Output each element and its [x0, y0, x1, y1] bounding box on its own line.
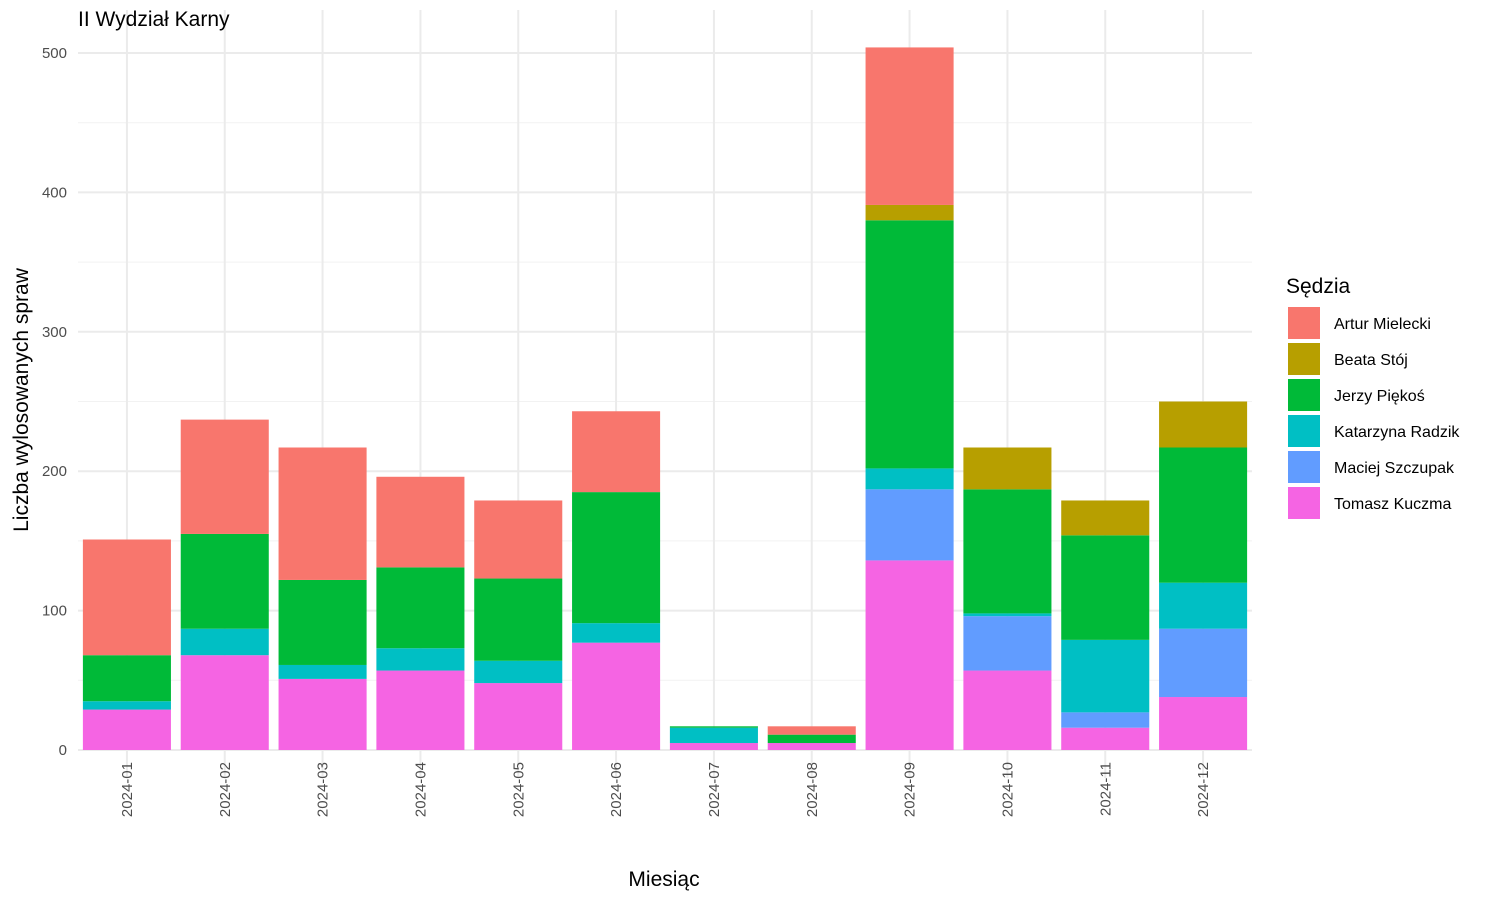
bar-segment	[278, 579, 367, 665]
bar-segment	[865, 220, 954, 469]
bar-segment	[180, 655, 269, 750]
legend: Sędzia Artur Mielecki Beata Stój Jerzy Pię…	[1286, 275, 1460, 519]
bar-segment	[180, 628, 269, 656]
legend-label: Jerzy Piękoś	[1334, 388, 1425, 405]
bar-segment	[669, 743, 758, 750]
legend-swatch	[1288, 487, 1320, 519]
bar-segment	[669, 727, 758, 744]
x-tick-label: 2024-08	[804, 762, 821, 817]
bar-segment	[669, 726, 758, 728]
bar-segment	[1061, 712, 1150, 728]
bar-segment	[572, 411, 661, 493]
bar-segment	[376, 567, 465, 649]
y-tick-label: 0	[59, 742, 67, 759]
bar-segment	[82, 701, 171, 710]
legend-label: Katarzyna Radzik	[1334, 424, 1460, 441]
bar-segment	[865, 47, 954, 205]
legend-swatch	[1288, 379, 1320, 411]
bar-segment	[767, 726, 856, 735]
y-tick-label: 100	[42, 603, 67, 620]
bar-segment	[1159, 582, 1248, 629]
bar-segment	[963, 670, 1052, 750]
bar-segment	[572, 623, 661, 643]
x-tick-label: 2024-06	[608, 762, 625, 817]
bar-segment	[865, 204, 954, 221]
chart-title: II Wydział Karny	[78, 8, 230, 31]
bar-segment	[474, 660, 563, 684]
bar-segment	[865, 468, 954, 490]
y-axis-title: Liczba wylosowanych spraw	[10, 267, 33, 532]
bar-segment	[474, 500, 563, 579]
x-tick-label: 2024-10	[999, 762, 1016, 817]
x-tick-label: 2024-03	[315, 762, 332, 817]
x-tick-label: 2024-02	[217, 762, 234, 817]
bar-segment	[82, 539, 171, 656]
bar-segment	[1159, 401, 1248, 448]
bar-segment	[376, 670, 465, 750]
x-axis-ticks: 2024-01 2024-02 2024-03 2024-04 2024-05 2024-…	[119, 762, 1212, 817]
bar-segment	[474, 683, 563, 750]
legend-label: Maciej Szczupak	[1334, 460, 1455, 477]
bars	[82, 47, 1248, 750]
x-tick-label: 2024-09	[902, 762, 919, 817]
bar-segment	[767, 743, 856, 750]
legend-items: Artur Mielecki Beata Stój Jerzy Piękoś Kata…	[1288, 307, 1460, 519]
bar-segment	[82, 655, 171, 702]
bar-segment	[1159, 628, 1248, 698]
bar-segment	[963, 489, 1052, 614]
x-tick-label: 2024-05	[510, 762, 527, 817]
legend-label: Artur Mielecki	[1334, 316, 1431, 333]
y-axis-ticks: 0 100 200 300 400 500	[42, 45, 67, 759]
bar-segment	[1061, 535, 1150, 640]
legend-title: Sędzia	[1286, 275, 1351, 298]
bar-segment	[278, 678, 367, 750]
bar-segment	[1061, 500, 1150, 536]
x-tick-label: 2024-07	[706, 762, 723, 817]
y-tick-label: 200	[42, 463, 67, 480]
y-tick-label: 500	[42, 45, 67, 62]
bar-segment	[572, 642, 661, 750]
bar-segment	[474, 578, 563, 661]
legend-label: Beata Stój	[1334, 352, 1408, 369]
bar-segment	[963, 613, 1052, 617]
x-tick-label: 2024-11	[1097, 762, 1114, 816]
x-tick-label: 2024-12	[1195, 762, 1212, 817]
bar-segment	[1159, 447, 1248, 583]
bar-segment	[865, 560, 954, 750]
bar-segment	[963, 447, 1052, 490]
bar-segment	[376, 648, 465, 671]
legend-swatch	[1288, 343, 1320, 375]
bar-segment	[278, 447, 367, 580]
bar-segment	[376, 476, 465, 568]
x-tick-label: 2024-04	[412, 762, 429, 817]
bar-segment	[180, 419, 269, 534]
legend-swatch	[1288, 415, 1320, 447]
legend-swatch	[1288, 307, 1320, 339]
y-tick-label: 300	[42, 324, 67, 341]
bar-segment	[1061, 727, 1150, 750]
bar-segment	[767, 734, 856, 744]
bar-segment	[82, 709, 171, 750]
y-tick-label: 400	[42, 184, 67, 201]
bar-segment	[1061, 639, 1150, 713]
legend-label: Tomasz Kuczma	[1334, 496, 1451, 513]
bar-segment	[572, 492, 661, 624]
bar-segment	[180, 533, 269, 629]
bar-segment	[865, 489, 954, 561]
bar-segment	[278, 664, 367, 679]
legend-swatch	[1288, 451, 1320, 483]
bar-segment	[963, 616, 1052, 671]
x-tick-label: 2024-01	[119, 762, 136, 817]
bar-segment	[1159, 697, 1248, 750]
x-axis-title: Miesiąc	[628, 868, 699, 891]
